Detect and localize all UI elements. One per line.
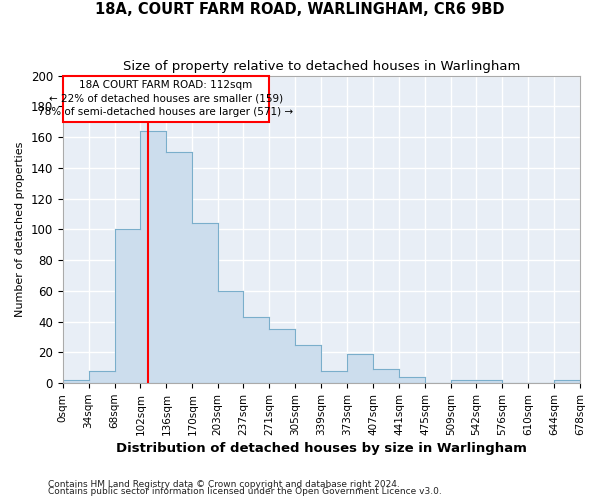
Y-axis label: Number of detached properties: Number of detached properties	[15, 142, 25, 317]
Text: Contains HM Land Registry data © Crown copyright and database right 2024.: Contains HM Land Registry data © Crown c…	[48, 480, 400, 489]
Bar	[64, 76, 269, 122]
Text: 18A COURT FARM ROAD: 112sqm
← 22% of detached houses are smaller (159)
78% of se: 18A COURT FARM ROAD: 112sqm ← 22% of det…	[38, 80, 293, 117]
Text: Contains public sector information licensed under the Open Government Licence v3: Contains public sector information licen…	[48, 488, 442, 496]
Text: 18A, COURT FARM ROAD, WARLINGHAM, CR6 9BD: 18A, COURT FARM ROAD, WARLINGHAM, CR6 9B…	[95, 2, 505, 18]
Title: Size of property relative to detached houses in Warlingham: Size of property relative to detached ho…	[122, 60, 520, 73]
X-axis label: Distribution of detached houses by size in Warlingham: Distribution of detached houses by size …	[116, 442, 527, 455]
